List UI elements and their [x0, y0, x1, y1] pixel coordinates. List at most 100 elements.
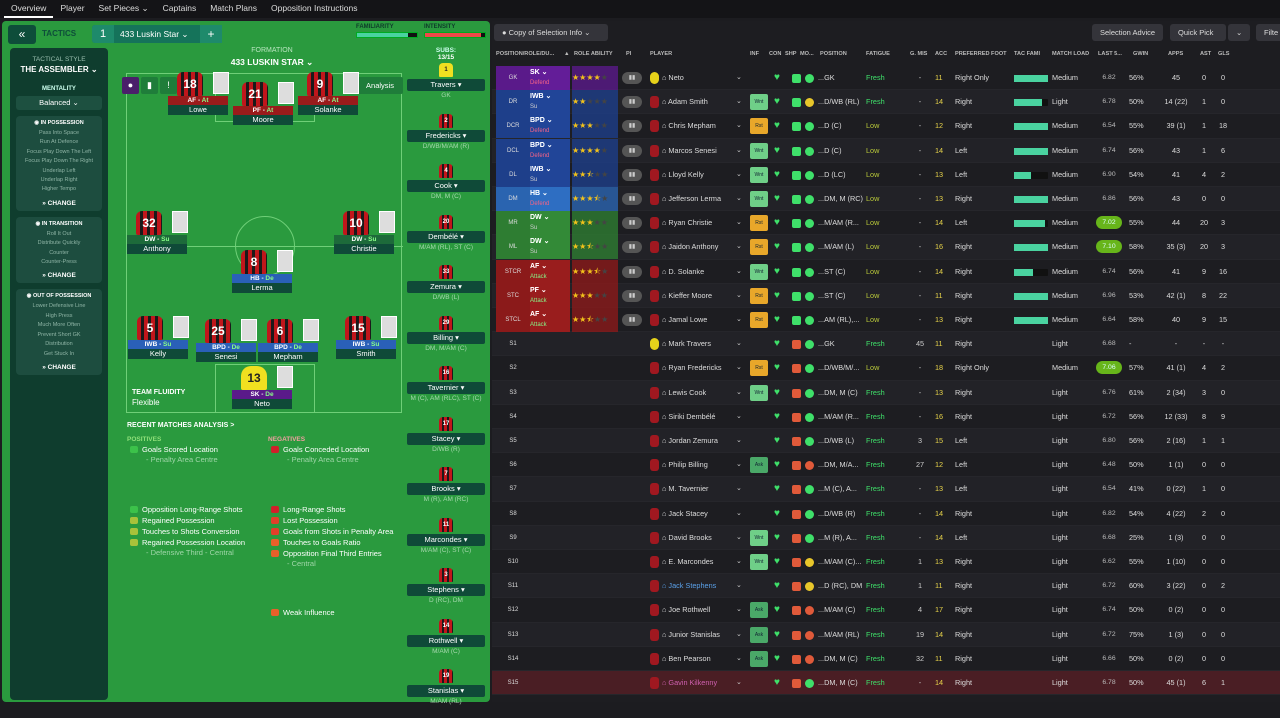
player-name[interactable]: ⌂ Kieffer Moore [662, 290, 713, 300]
alert-icon[interactable]: ! [160, 77, 177, 94]
player-name[interactable]: ⌂ Junior Stanislas [662, 629, 720, 639]
tactic-selector[interactable]: 1 433 Luskin Star ⌄ + [92, 25, 222, 43]
sub-player[interactable]: 4 Cook ▾ DM, M (C) [405, 164, 487, 213]
player-name[interactable]: ⌂ David Brooks [662, 532, 712, 542]
role-badge[interactable]: AF - At [168, 96, 228, 105]
sub-name-dropdown[interactable]: Fredericks ▾ [407, 129, 485, 142]
sub-player[interactable]: 29 Billing ▾ DM, M/AM (C) [405, 315, 487, 365]
player-name[interactable]: ⌂ D. Solanke [662, 266, 705, 276]
player-dropdown-icon[interactable]: ⌄ [736, 170, 742, 178]
player-name[interactable]: Kelly [128, 349, 188, 359]
role-cell[interactable]: AF ⌄ Attack [530, 308, 570, 332]
player-name[interactable]: Moore [233, 115, 293, 125]
player-name[interactable]: ⌂ Ben Pearson [662, 653, 711, 663]
quick-pick-menu-button[interactable]: ⌄ [1228, 24, 1250, 41]
tab-opposition-instructions[interactable]: Opposition Instructions [271, 3, 358, 13]
player-name[interactable]: ⌂ Jack Stacey [662, 508, 708, 518]
player-dropdown-icon[interactable]: ⌄ [736, 340, 742, 348]
sub-player[interactable]: 2 Fredericks ▾ D/WB/M/AM (R) [405, 113, 487, 163]
sub-player[interactable]: 1 Travers ▾ GK [405, 63, 487, 112]
pitch-player[interactable]: 9 AF - At Solanke [298, 72, 359, 115]
player-dropdown-icon[interactable]: ⌄ [736, 461, 742, 469]
sub-player[interactable]: 17 Stacey ▾ D/WB (R) [405, 416, 487, 466]
sub-name-dropdown[interactable]: Cook ▾ [407, 180, 485, 192]
role-badge[interactable]: IWB - Su [336, 340, 396, 349]
table-row[interactable]: DCL BPD ⌄ Defend ★★★★★ ▮▮ ⌂ Marcos Senesi ⌄ Wnt… [492, 138, 1280, 163]
column-header[interactable]: FATIGUE [866, 51, 890, 57]
player-dropdown-icon[interactable]: ⌄ [736, 654, 742, 662]
column-header[interactable]: POSITION/ROLE/DU... [496, 51, 555, 57]
player-name[interactable]: ⌂ Siriki Dembélé [662, 411, 716, 421]
player-dropdown-icon[interactable]: ⌄ [736, 485, 742, 493]
player-dropdown-icon[interactable]: ⌄ [736, 291, 742, 299]
sub-player[interactable]: 7 Brooks ▾ M (R), AM (RC) [405, 467, 487, 516]
pitch-player[interactable]: 13 SK - De Neto [232, 366, 293, 409]
player-dropdown-icon[interactable]: ⌄ [736, 74, 742, 81]
column-header[interactable]: ACC [935, 51, 948, 57]
selection-advice-button[interactable]: Selection Advice [1092, 24, 1164, 41]
pitch-player[interactable]: 25 BPD - De Senesi [196, 319, 257, 362]
sub-name-dropdown[interactable]: Dembélé ▾ [407, 230, 485, 243]
table-row[interactable]: S4 ⌂ Siriki Dembélé ⌄ ♥ ...M/AM (R... Fresh - 1… [492, 405, 1280, 429]
table-row[interactable]: ML DW ⌄ Su ★★⯪★★ ▮▮ ⌂ Jaidon Anthony ⌄ Rst ♥ ...M… [492, 235, 1280, 260]
pitch-player[interactable]: 8 HB - De Lerma [232, 250, 293, 293]
column-header[interactable]: ROLE ABILITY [574, 51, 613, 57]
formation-dropdown[interactable]: 433 LUSKIN STAR ⌄ [230, 57, 314, 67]
table-row[interactable]: S14 ⌂ Ben Pearson ⌄ Ask ♥ ...DM, M (C) Fresh 32… [492, 647, 1280, 671]
player-dropdown-icon[interactable]: ⌄ [736, 582, 742, 590]
player-instructions-icon[interactable]: ▮▮ [622, 96, 642, 109]
role-badge[interactable]: PF - At [233, 106, 293, 115]
stats-icon[interactable]: ▮ [141, 77, 158, 94]
table-row[interactable]: STC PF ⌄ Attack ★★★★★ ▮▮ ⌂ Kieffer Moore ⌄ Rst ♥… [492, 283, 1280, 308]
sub-player[interactable]: 16 Tavernier ▾ M (C), AM (RLC), ST (C) [405, 366, 487, 415]
pitch-player[interactable]: 32 DW - Su Anthony [127, 211, 188, 254]
sub-player[interactable]: 3 Stephens ▾ D (RC), DM [405, 568, 487, 617]
player-instructions-icon[interactable]: ▮▮ [622, 314, 642, 326]
role-cell[interactable]: PF ⌄ Attack [530, 283, 570, 308]
table-row[interactable]: GK SK ⌄ Defend ★★★★★ ▮▮ ⌂ Neto ⌄ ♥ ...GK Fresh - 11… [492, 66, 1280, 91]
player-dropdown-icon[interactable]: ⌄ [736, 630, 742, 638]
mentality-dropdown[interactable]: Balanced ⌄ [16, 96, 102, 110]
player-name[interactable]: ⌂ Gavin Kilkenny [662, 678, 718, 687]
table-row[interactable]: S2 ⌂ Ryan Fredericks ⌄ Rst ♥ ...D/WB/M/... Low… [492, 356, 1280, 381]
player-dropdown-icon[interactable]: ⌄ [736, 533, 742, 541]
player-dropdown-icon[interactable]: ⌄ [736, 679, 742, 686]
column-header[interactable]: PLAYER [650, 51, 673, 57]
collapse-button[interactable]: « [8, 25, 36, 44]
column-header[interactable]: TAC FAMI [1014, 51, 1040, 57]
sub-name-dropdown[interactable]: Billing ▾ [407, 331, 485, 344]
sub-name-dropdown[interactable]: Stephens ▾ [407, 584, 485, 596]
role-badge[interactable]: BPD - De [196, 343, 256, 352]
pitch-player[interactable]: 6 BPD - De Mepham [258, 319, 319, 362]
player-name[interactable]: ⌂ Joe Rothwell [662, 605, 711, 615]
table-row[interactable]: S13 ⌂ Junior Stanislas ⌄ Ask ♥ ...M/AM (RL) Fr… [492, 622, 1280, 647]
role-cell[interactable]: BPD ⌄ Defend [530, 114, 570, 139]
role-cell[interactable]: HB ⌄ Defend [530, 187, 570, 211]
player-name[interactable]: ⌂ Jefferson Lerma [662, 194, 722, 203]
column-header[interactable]: PREFERRED FOOT [955, 51, 1007, 57]
player-name[interactable]: ⌂ E. Marcondes [662, 557, 714, 566]
player-name[interactable]: ⌂ Lewis Cook [662, 387, 707, 397]
player-name[interactable]: ⌂ Ryan Fredericks [662, 363, 722, 373]
role-cell[interactable]: DW ⌄ Su [530, 235, 570, 260]
player-name[interactable]: Senesi [196, 352, 256, 362]
table-row[interactable]: S12 ⌂ Joe Rothwell ⌄ Ask ♥ ...M/AM (C) Fresh 4 1… [492, 598, 1280, 623]
player-name[interactable]: ⌂ M. Tavernier [662, 484, 709, 494]
player-dropdown-icon[interactable]: ⌄ [736, 243, 742, 251]
player-name[interactable]: Anthony [127, 244, 187, 254]
role-cell[interactable]: DW ⌄ Su [530, 211, 570, 236]
table-row[interactable]: S3 ⌂ Lewis Cook ⌄ Wnt ♥ ...DM, M (C) Fresh - 13 R… [492, 380, 1280, 405]
player-instructions-icon[interactable]: ▮▮ [622, 289, 642, 302]
role-cell[interactable]: IWB ⌄ Su [530, 90, 570, 115]
player-instructions-icon[interactable]: ▮▮ [622, 168, 642, 181]
column-header[interactable]: POSITION [820, 51, 847, 57]
tab-set-pieces[interactable]: Set Pieces ⌄ [98, 3, 149, 13]
player-name[interactable]: Smith [336, 349, 396, 359]
table-row[interactable]: STCR AF ⌄ Attack ★★★⯪★ ▮▮ ⌂ D. Solanke ⌄ Wnt ♥..… [492, 259, 1280, 284]
sub-name-dropdown[interactable]: Stacey ▾ [407, 432, 485, 445]
column-header[interactable]: GLS [1218, 51, 1230, 57]
player-name[interactable]: ⌂ Mark Travers [662, 339, 712, 349]
table-row[interactable]: S1 ⌂ Mark Travers ⌄ ♥ ...GK Fresh 45 11 Right Lig… [492, 332, 1280, 357]
column-header[interactable]: GWIN [1133, 51, 1149, 57]
table-row[interactable]: S7 ⌂ M. Tavernier ⌄ ♥ ...M (C), A... Fresh - 13… [492, 477, 1280, 502]
